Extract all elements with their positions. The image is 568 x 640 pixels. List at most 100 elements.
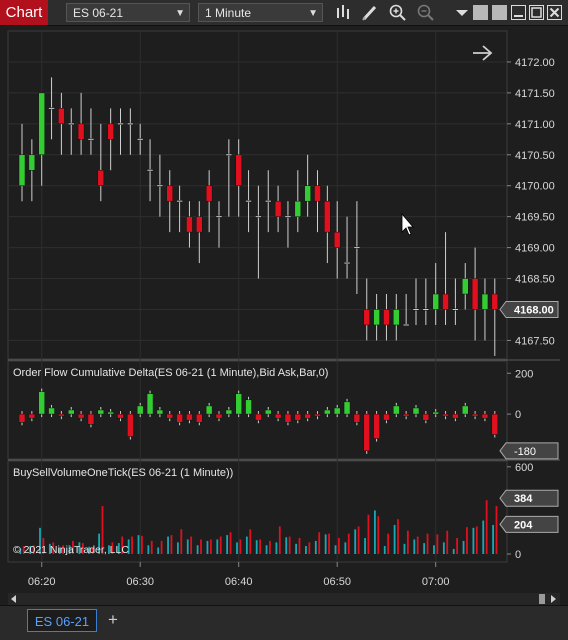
volume-sell-bar xyxy=(278,526,281,554)
volume-tick-label: 600 xyxy=(515,462,533,474)
delta-bar xyxy=(235,393,242,415)
candle-body xyxy=(77,123,85,140)
volume-flag-label: 384 xyxy=(514,493,533,505)
volume-sell-bar xyxy=(269,540,271,554)
volume-buy-bar xyxy=(236,542,238,554)
price-tick-label: 4172.00 xyxy=(515,57,555,69)
volume-buy-bar xyxy=(127,539,130,554)
volume-buy-bar xyxy=(88,546,91,554)
add-tab-button[interactable]: + xyxy=(108,610,118,629)
candle-body xyxy=(97,169,105,186)
volume-sell-bar xyxy=(81,543,84,554)
candle-body xyxy=(255,215,262,218)
volume-buy-bar xyxy=(177,542,179,554)
zoom-in-icon[interactable] xyxy=(388,3,408,22)
instrument-value: ES 06-21 xyxy=(73,6,124,20)
volume-panel-title: BuySellVolumeOneTick(ES 06-21 (1 Minute)… xyxy=(13,467,233,479)
delta-bar xyxy=(225,409,233,415)
volume-sell-bar xyxy=(259,539,261,554)
volume-sell-bar xyxy=(170,535,173,554)
time-tick-label: 06:30 xyxy=(126,576,154,588)
candle-body xyxy=(274,200,282,217)
candle-body xyxy=(48,107,55,110)
delta-bar xyxy=(117,413,124,419)
candle-body xyxy=(28,154,36,171)
scroll-right-icon[interactable] xyxy=(551,595,556,603)
interval-selector[interactable]: 1 Minute ▼ xyxy=(198,3,323,22)
volume-sell-bar xyxy=(308,542,311,554)
volume-sell-bar xyxy=(318,532,321,554)
tab-es-06-21[interactable]: ES 06-21 xyxy=(27,609,97,632)
scrollbar-thumb[interactable] xyxy=(539,594,545,604)
volume-buy-bar xyxy=(423,543,426,554)
candle-body xyxy=(127,122,134,125)
candle-body xyxy=(294,200,302,217)
volume-buy-bar xyxy=(48,543,51,554)
minimize-icon[interactable] xyxy=(511,5,526,20)
volume-sell-bar xyxy=(239,539,242,554)
volume-sell-bar xyxy=(426,533,429,554)
copyright: © 2021 NinjaTrader, LLC xyxy=(13,544,129,556)
delta-bar xyxy=(402,413,410,417)
volume-buy-bar xyxy=(167,536,169,554)
volume-flag-shape xyxy=(499,515,559,533)
volume-sell-bar xyxy=(387,533,390,554)
volume-sell-bar xyxy=(466,527,468,554)
price-tick-label: 4169.50 xyxy=(515,212,555,224)
delta-bar xyxy=(265,409,272,415)
delta-bar xyxy=(373,413,380,439)
candle-body xyxy=(314,185,321,202)
time-axis[interactable]: 06:20 06:30 06:40 06:50 07:00 xyxy=(28,562,450,588)
volume-buy-bar xyxy=(374,510,376,554)
delta-bar xyxy=(107,411,114,415)
instrument-selector[interactable]: ES 06-21 ▼ xyxy=(66,3,190,22)
volume-buy-bar xyxy=(58,547,61,554)
candle-body xyxy=(442,293,449,310)
horizontal-scrollbar[interactable] xyxy=(8,593,560,605)
delta-bar xyxy=(304,413,311,419)
price-tick-label: 4167.50 xyxy=(515,335,555,347)
delta-bar xyxy=(422,413,430,421)
volume-sell-bar xyxy=(338,538,340,554)
delta-bar xyxy=(176,413,183,423)
candle-body xyxy=(205,185,213,202)
candle-body xyxy=(38,92,45,156)
delta-panel[interactable] xyxy=(7,360,508,460)
scroll-to-end-icon[interactable] xyxy=(473,45,493,61)
volume-sell-bar xyxy=(190,536,193,554)
price-panel[interactable] xyxy=(7,30,508,360)
volume-buy-bar xyxy=(482,520,485,554)
candle-body xyxy=(373,309,380,326)
volume-sell-bar xyxy=(406,530,409,554)
window-tile-button-2[interactable] xyxy=(492,5,507,20)
delta-bar xyxy=(383,413,390,421)
volume-sell-bar xyxy=(328,533,330,554)
delta-bar xyxy=(156,409,164,415)
maximize-icon[interactable] xyxy=(529,5,544,20)
window-tile-button[interactable] xyxy=(473,5,488,20)
scroll-left-icon[interactable] xyxy=(11,595,16,603)
volume-axis[interactable]: 600 0 xyxy=(507,462,533,561)
volume-sell-bar xyxy=(485,500,488,554)
drawing-tool-icon[interactable] xyxy=(360,3,380,22)
delta-bar xyxy=(186,413,193,421)
candle-body xyxy=(176,200,183,203)
bar-type-icon[interactable] xyxy=(334,3,354,22)
volume-buy-bar xyxy=(137,535,140,554)
candle-body xyxy=(18,154,26,186)
candle-body xyxy=(324,200,331,233)
delta-flag-shape xyxy=(499,442,559,460)
volume-sell-bar xyxy=(52,542,55,554)
menu-dropdown-icon[interactable] xyxy=(452,3,472,22)
volume-sell-bar xyxy=(200,539,202,554)
candle-body xyxy=(235,154,242,186)
candle-body xyxy=(432,293,439,310)
close-icon[interactable] xyxy=(547,5,562,20)
chart-area[interactable]: Order Flow Cumulative Delta(ES 06-21 (1 … xyxy=(0,26,568,605)
volume-buy-bar xyxy=(68,545,71,554)
zoom-out-icon[interactable] xyxy=(416,3,436,22)
delta-bar xyxy=(245,399,252,415)
volume-buy-bar xyxy=(314,540,317,554)
price-flag-shape xyxy=(499,300,559,318)
